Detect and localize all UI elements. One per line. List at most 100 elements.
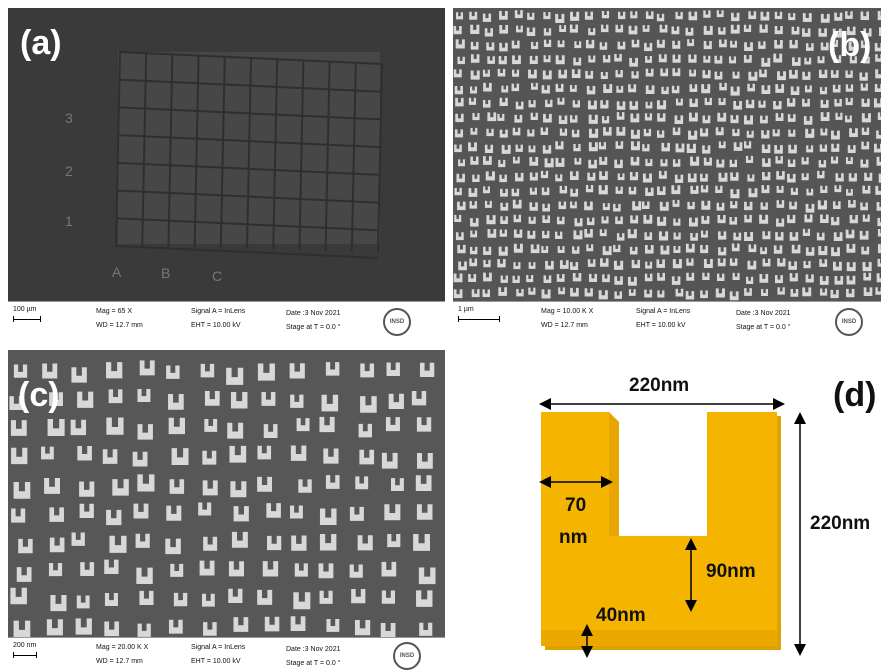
- u-nanostructure: [674, 115, 684, 124]
- u-nanostructure: [645, 101, 653, 109]
- row-label-3: 3: [65, 110, 73, 126]
- u-nanostructure: [759, 274, 769, 283]
- u-nanostructure: [526, 275, 534, 283]
- u-nanostructure: [543, 28, 552, 36]
- u-nanostructure: [108, 389, 123, 404]
- wd-text: WD = 12.7 mm: [96, 658, 143, 665]
- u-nanostructure: [469, 246, 478, 255]
- stage-text: Stage at T = 0.0 °: [286, 660, 341, 667]
- u-nanostructure: [714, 55, 723, 64]
- u-nanostructure: [388, 393, 404, 409]
- u-nanostructure: [570, 171, 579, 180]
- u-nanostructure: [112, 479, 129, 496]
- u-nanostructure: [139, 360, 155, 376]
- u-nanostructure: [878, 27, 881, 36]
- u-nanostructure: [541, 289, 551, 299]
- u-nanostructure: [845, 70, 853, 78]
- u-nanostructure: [774, 11, 783, 20]
- u-nanostructure: [644, 113, 653, 121]
- signal-text: Signal A = InLens: [191, 644, 246, 651]
- u-nanostructure: [745, 99, 755, 109]
- u-nanostructure: [80, 562, 95, 577]
- u-nanostructure: [762, 171, 771, 181]
- u-nanostructure: [487, 112, 497, 122]
- u-nanostructure: [472, 174, 480, 183]
- u-nanostructure: [586, 217, 595, 226]
- u-nanostructure: [877, 258, 881, 267]
- u-nanostructure: [833, 232, 843, 241]
- u-nanostructure: [570, 262, 579, 271]
- u-nanostructure: [688, 130, 698, 140]
- row-label-2: 2: [65, 163, 73, 179]
- u-nanostructure: [484, 144, 494, 153]
- u-nanostructure: [468, 97, 477, 105]
- u-nanostructure: [360, 363, 375, 378]
- u-nanostructure: [748, 188, 758, 198]
- date-text: Date :3 Nov 2021: [286, 310, 341, 317]
- u-nanostructure: [848, 41, 858, 51]
- u-nanostructure: [846, 262, 856, 272]
- u-nanostructure: [587, 100, 597, 110]
- u-nanostructure: [613, 203, 621, 212]
- u-nanostructure: [49, 507, 64, 522]
- u-nanostructure: [136, 567, 153, 584]
- u-nanostructure: [788, 13, 796, 21]
- u-nanostructure: [109, 535, 127, 553]
- u-nanostructure: [468, 142, 477, 152]
- u-nanostructure: [572, 100, 580, 108]
- u-nanostructure: [834, 275, 844, 285]
- u-nanostructure: [542, 215, 550, 223]
- u-nanostructure: [761, 57, 771, 67]
- u-nanostructure: [629, 57, 638, 67]
- eht-text: EHT = 10.00 kV: [191, 322, 241, 329]
- u-nanostructure: [716, 10, 724, 18]
- u-nanostructure: [555, 13, 565, 24]
- u-nanostructure: [482, 289, 491, 297]
- u-nanostructure: [381, 590, 396, 604]
- u-nanostructure: [528, 262, 536, 269]
- u-nanostructure: [515, 144, 523, 152]
- u-nanostructure: [381, 452, 398, 469]
- u-nanostructure: [545, 260, 554, 270]
- u-nanostructure: [718, 172, 728, 182]
- u-nanostructure: [806, 145, 814, 153]
- u-nanostructure: [531, 82, 538, 90]
- grid-line: [116, 189, 380, 204]
- u-nanostructure: [358, 423, 372, 438]
- u-nanostructure: [700, 128, 709, 137]
- u-nanostructure: [863, 272, 872, 281]
- u-nanostructure: [454, 85, 464, 95]
- u-nanostructure: [642, 25, 650, 32]
- u-nanostructure: [671, 85, 680, 94]
- u-nanostructure: [77, 445, 92, 461]
- u-nanostructure: [166, 365, 180, 379]
- grid-line: [167, 54, 174, 248]
- u-nanostructure: [171, 448, 189, 466]
- u-nanostructure: [730, 172, 739, 181]
- u-nanostructure: [49, 392, 63, 407]
- u-nanostructure: [688, 11, 698, 21]
- u-nanostructure: [571, 246, 580, 254]
- u-nanostructure: [603, 127, 612, 136]
- u-nanostructure: [200, 363, 215, 378]
- u-nanostructure: [544, 158, 554, 168]
- u-nanostructure: [860, 40, 869, 49]
- u-nanostructure: [529, 187, 537, 195]
- u-nanostructure: [419, 622, 433, 636]
- u-nanostructure: [615, 216, 623, 225]
- u-nanostructure: [71, 367, 87, 383]
- u-nanostructure: [170, 563, 184, 577]
- u-nanostructure: [761, 130, 770, 139]
- u-nanostructure: [629, 172, 639, 181]
- u-nanostructure: [585, 70, 594, 79]
- u-nanostructure: [106, 417, 124, 435]
- u-nanostructure: [791, 26, 800, 35]
- u-nanostructure: [16, 567, 32, 582]
- u-nanostructure: [600, 24, 609, 33]
- u-nanostructure: [558, 201, 567, 210]
- u-nanostructure: [486, 128, 494, 137]
- u-nanostructure: [598, 142, 606, 150]
- u-nanostructure: [835, 173, 844, 182]
- u-nanostructure: [556, 274, 565, 282]
- u-nanostructure: [789, 201, 797, 210]
